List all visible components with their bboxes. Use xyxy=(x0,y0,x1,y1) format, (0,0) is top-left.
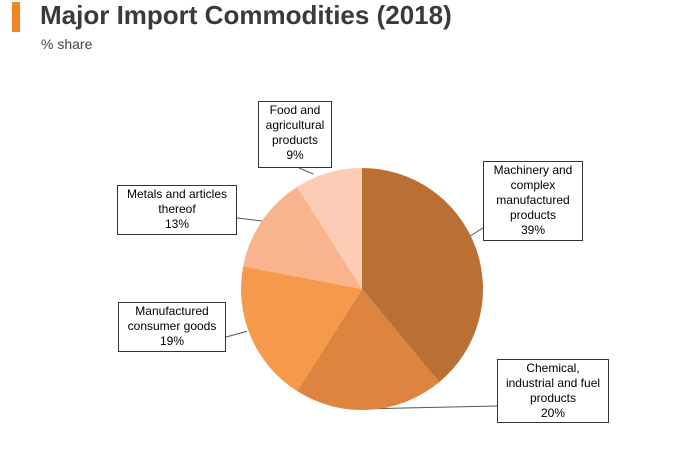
chart-title: Major Import Commodities (2018) xyxy=(40,0,452,30)
slice-label-4: Metals and articles thereof 13% xyxy=(117,185,237,235)
slice-label-line: products xyxy=(529,391,577,405)
slice-label-5: Food and agricultural products 9% xyxy=(258,101,332,168)
chart-subtitle: % share xyxy=(41,36,93,52)
slice-label-line: thereof xyxy=(158,202,196,216)
leader-line-2 xyxy=(368,405,498,410)
slice-label-line: complex xyxy=(510,178,556,192)
slice-label-line: industrial and fuel xyxy=(505,376,601,390)
slice-label-line: Metals and articles xyxy=(126,187,228,201)
slice-label-3: Manufactured consumer goods 19% xyxy=(118,302,226,352)
slice-label-line: consumer goods xyxy=(127,319,217,333)
slice-value-label: 20% xyxy=(540,406,566,420)
pie-slice-3 xyxy=(240,266,362,392)
slice-label-line: products xyxy=(271,133,319,147)
slice-label-line: products xyxy=(509,208,557,222)
slice-value-label: 13% xyxy=(164,217,190,231)
slice-label-line: agricultural xyxy=(265,118,325,132)
slice-label-line: Chemical, xyxy=(526,361,580,375)
slice-label-line: Manufactured xyxy=(135,304,209,318)
slice-label-line: manufactured xyxy=(496,193,570,207)
pie-slice-4 xyxy=(243,186,362,289)
slice-value-label: 9% xyxy=(286,148,304,162)
leader-line-3 xyxy=(225,330,248,338)
slice-value-label: 39% xyxy=(520,223,546,237)
pie-slice-1 xyxy=(362,168,483,383)
slice-label-line: Machinery and xyxy=(493,163,573,177)
leader-line-5 xyxy=(298,167,314,175)
pie-slice-2 xyxy=(297,289,440,410)
title-accent-bar xyxy=(12,2,20,32)
pie-slices xyxy=(240,168,483,410)
pie-slice-5 xyxy=(297,168,362,289)
slice-value-label: 19% xyxy=(159,334,185,348)
slice-label-line: Food and xyxy=(269,103,321,117)
slice-label-1: Machinery and complex manufactured products… xyxy=(483,161,583,241)
slice-label-2: Chemical, industrial and fuel products 20% xyxy=(497,359,609,423)
